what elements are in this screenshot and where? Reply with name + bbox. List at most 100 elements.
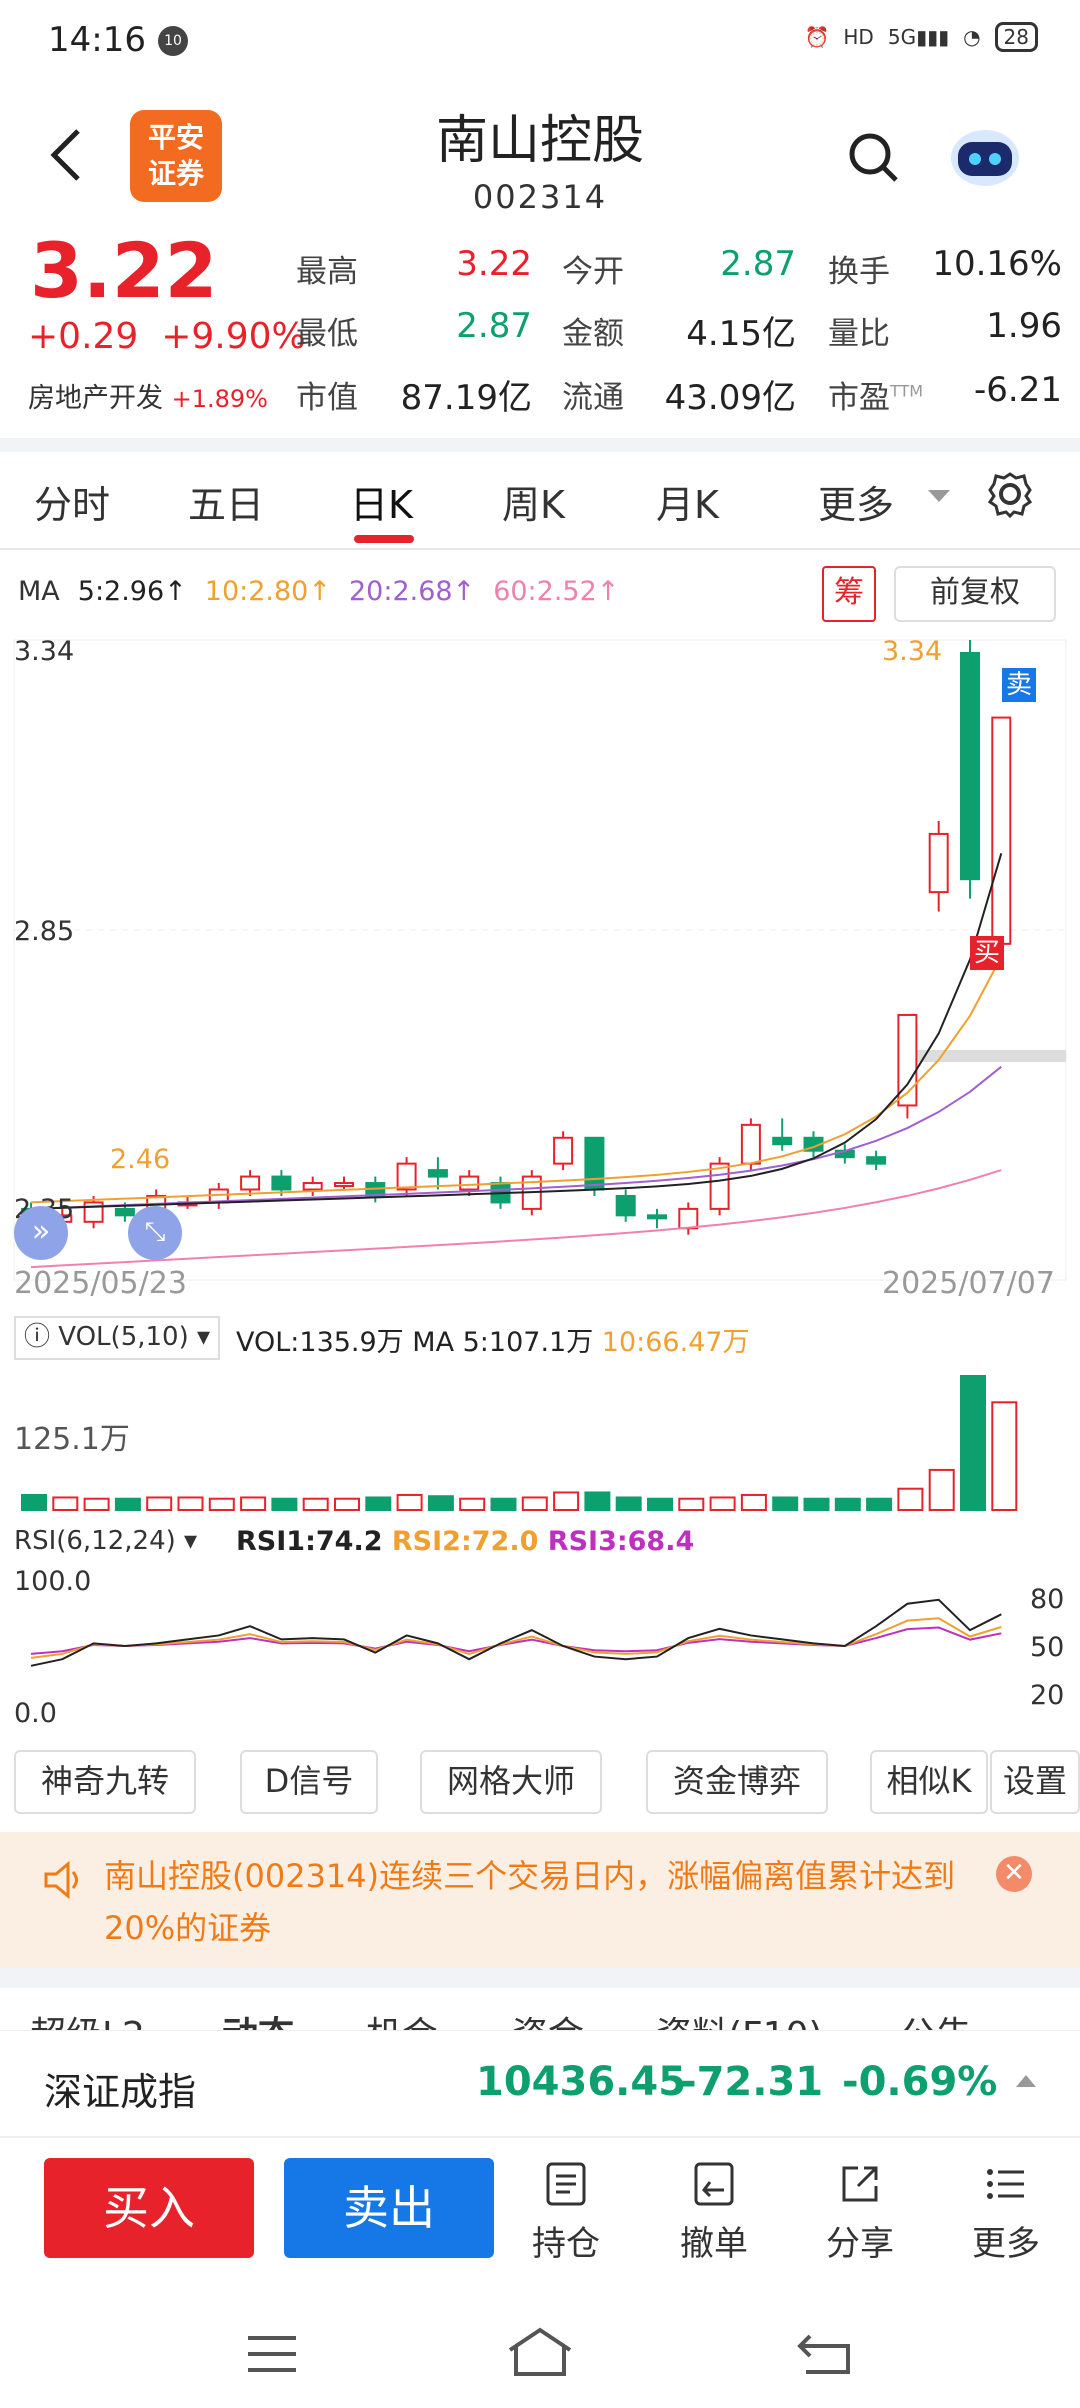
stat-value: 2.87 (456, 306, 532, 346)
info-tab-3[interactable]: 资金 (512, 2006, 584, 2030)
rsi-indicator-button[interactable]: RSI(6,12,24) ▾ (14, 1526, 198, 1556)
tab-4[interactable]: 月K (656, 483, 719, 527)
volume-bar (772, 1496, 799, 1512)
status-time: 14:16 (48, 20, 146, 60)
volume-bar (615, 1496, 642, 1512)
cancel-order-button[interactable]: 撤单 (654, 2160, 774, 2265)
tool-similar-k[interactable]: 相似K (870, 1750, 988, 1814)
back-arrow-icon[interactable] (46, 125, 86, 185)
tab-2[interactable]: 日K (350, 483, 413, 527)
volume-bar (334, 1497, 360, 1512)
ma20-value: 20:2.68↑ (348, 576, 476, 607)
notice-banner[interactable]: 南山控股(002314)连续三个交易日内，涨幅偏离值累计达到20%的证券 ✕ (0, 1832, 1080, 1968)
candle (740, 1123, 761, 1165)
stat-label: 换手 (828, 254, 890, 290)
stat-value: 4.15亿 (686, 314, 796, 354)
candle (396, 1162, 417, 1191)
info-tab-0[interactable]: 超级L2 (30, 2006, 145, 2030)
index-name: 深证成指 (44, 2070, 197, 2114)
caret-up-icon (1016, 2075, 1036, 2087)
candle (114, 1207, 135, 1217)
tool-grid-master[interactable]: 网格大师 (420, 1750, 602, 1814)
stat-value: 3.22 (456, 244, 532, 284)
rsi-chart[interactable] (0, 1566, 1080, 1730)
undo-icon (694, 2162, 734, 2206)
change-pct: +9.90% (161, 316, 306, 357)
more-button[interactable]: 更多 (946, 2160, 1066, 2265)
buy-button[interactable]: 买入 (44, 2158, 254, 2258)
stat-label: 今开 (562, 254, 624, 290)
ma-line (30, 956, 1003, 1204)
holdings-button[interactable]: 持仓 (506, 2160, 626, 2265)
index-value: 10436.45 (476, 2059, 687, 2105)
tool-settings[interactable]: 设置 (990, 1750, 1080, 1814)
rsi2-value: RSI2:72.0 (391, 1526, 539, 1557)
gear-icon[interactable] (986, 470, 1034, 518)
stat-value: 10.16% (932, 244, 1062, 284)
volume-bar (678, 1497, 705, 1512)
rsi-y-top: 100.0 (14, 1566, 92, 1597)
candle (960, 651, 980, 881)
tool-nine-turn[interactable]: 神奇九转 (14, 1750, 196, 1814)
ma-legend[interactable]: MA 5:2.96↑ 10:2.80↑ 20:2.68↑ 60:2.52↑ (18, 576, 619, 607)
fullscreen-icon[interactable]: ⤡ (128, 1206, 182, 1260)
info-tab-2[interactable]: 机会 (366, 2006, 438, 2030)
search-icon[interactable] (846, 130, 900, 184)
y-axis-high: 3.34 (14, 636, 75, 667)
chip-distribution-button[interactable]: 筹 (822, 566, 876, 622)
tab-3[interactable]: 周K (502, 483, 565, 527)
sector-info[interactable]: 房地产开发 +1.89% (28, 376, 268, 415)
buy-signal-tag: 买 (970, 936, 1004, 970)
expand-left-icon[interactable]: » (14, 1206, 68, 1260)
share-button[interactable]: 分享 (800, 2160, 920, 2265)
volume-bar (271, 1497, 298, 1512)
date-start: 2025/05/23 (14, 1266, 187, 1301)
volume-bar (52, 1496, 79, 1512)
info-tab-5[interactable]: 公告 (900, 2006, 972, 2030)
recent-apps-icon[interactable] (246, 2334, 298, 2374)
sell-button[interactable]: 卖出 (284, 2158, 494, 2258)
rsi-legend: RSI1:74.2 RSI2:72.0 RSI3:68.4 (236, 1526, 694, 1557)
signal-icon: 5G▮▮▮ (887, 25, 950, 49)
volume-bar (396, 1493, 423, 1512)
divider (0, 1968, 1080, 1988)
logo-text-top: 平安 (147, 121, 204, 154)
kline-chart[interactable] (0, 620, 1080, 1320)
price-change: +0.29 +9.90% (28, 316, 306, 357)
price-band (900, 1050, 1066, 1062)
vol-indicator-button[interactable]: ⓘ VOL(5,10) ▾ (14, 1316, 221, 1360)
candle (678, 1207, 699, 1230)
logo-text-bottom: 证券 (147, 157, 204, 190)
volume-bar (928, 1468, 955, 1511)
notification-badge: 10 (158, 26, 188, 56)
info-tab-4[interactable]: 资料(F10) (656, 2006, 823, 2030)
divider (0, 438, 1080, 452)
tab-0[interactable]: 分时 (34, 483, 111, 527)
wifi-icon: ◔ (963, 25, 981, 49)
stat-label: 最低 (296, 316, 358, 352)
candle (427, 1169, 448, 1178)
index-bar[interactable]: 深证成指 10436.45 -72.31 -0.69% (0, 2030, 1080, 2137)
chevron-down-icon[interactable] (924, 486, 954, 506)
assistant-robot-icon[interactable] (946, 116, 1024, 194)
rsi-level-20: 20 (1030, 1680, 1065, 1711)
adjust-button[interactable]: 前复权 (894, 566, 1056, 622)
volume-chart[interactable] (0, 1360, 1080, 1518)
stat-value: -6.21 (974, 370, 1062, 410)
tab-5[interactable]: 更多 (818, 483, 895, 527)
stat-label: 量比 (828, 316, 890, 352)
back-nav-icon[interactable] (796, 2332, 852, 2376)
close-icon[interactable]: ✕ (996, 1856, 1032, 1892)
alarm-icon: ⏰ (804, 25, 830, 49)
vol-legend: VOL:135.9万 MA 5:107.1万 10:66.47万 (236, 1320, 750, 1359)
tool-fund-game[interactable]: 资金博弈 (646, 1750, 828, 1814)
info-tab-1[interactable]: 动态 (222, 2006, 294, 2030)
cancel-label: 撤单 (680, 2224, 748, 2264)
volume-bar (553, 1491, 580, 1511)
tab-1[interactable]: 五日 (188, 483, 265, 527)
ma-label: MA (18, 576, 60, 607)
max-price-label: 3.34 (882, 636, 943, 667)
change-value: +0.29 (28, 316, 139, 357)
home-icon[interactable] (506, 2326, 574, 2378)
tool-d-signal[interactable]: D信号 (240, 1750, 378, 1814)
